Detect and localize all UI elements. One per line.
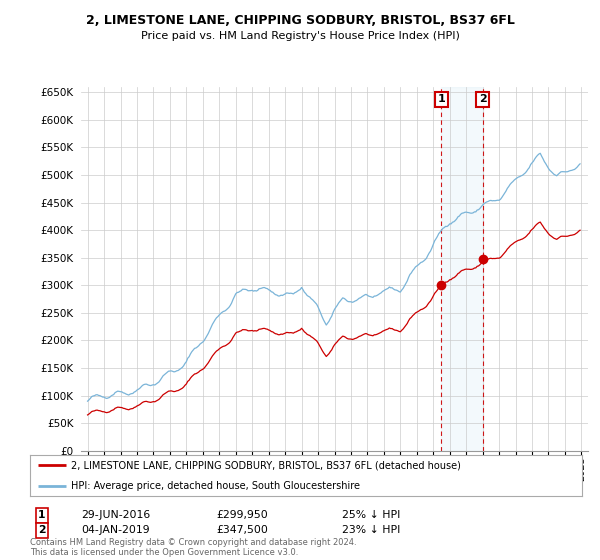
Text: £299,950: £299,950 xyxy=(216,510,268,520)
Text: Price paid vs. HM Land Registry's House Price Index (HPI): Price paid vs. HM Land Registry's House … xyxy=(140,31,460,41)
Text: 1: 1 xyxy=(437,95,445,105)
Bar xyxy=(442,87,483,451)
Text: 23% ↓ HPI: 23% ↓ HPI xyxy=(342,525,400,535)
Text: Contains HM Land Registry data © Crown copyright and database right 2024.
This d: Contains HM Land Registry data © Crown c… xyxy=(30,538,356,557)
Text: £347,500: £347,500 xyxy=(216,525,268,535)
Text: 1: 1 xyxy=(38,510,46,520)
Text: 2: 2 xyxy=(479,95,487,105)
Text: 2, LIMESTONE LANE, CHIPPING SODBURY, BRISTOL, BS37 6FL: 2, LIMESTONE LANE, CHIPPING SODBURY, BRI… xyxy=(86,14,514,27)
Text: HPI: Average price, detached house, South Gloucestershire: HPI: Average price, detached house, Sout… xyxy=(71,480,361,491)
Text: 04-JAN-2019: 04-JAN-2019 xyxy=(81,525,149,535)
Text: 25% ↓ HPI: 25% ↓ HPI xyxy=(342,510,400,520)
Text: 2: 2 xyxy=(38,525,46,535)
Text: 2, LIMESTONE LANE, CHIPPING SODBURY, BRISTOL, BS37 6FL (detached house): 2, LIMESTONE LANE, CHIPPING SODBURY, BRI… xyxy=(71,460,461,470)
Text: 29-JUN-2016: 29-JUN-2016 xyxy=(81,510,150,520)
